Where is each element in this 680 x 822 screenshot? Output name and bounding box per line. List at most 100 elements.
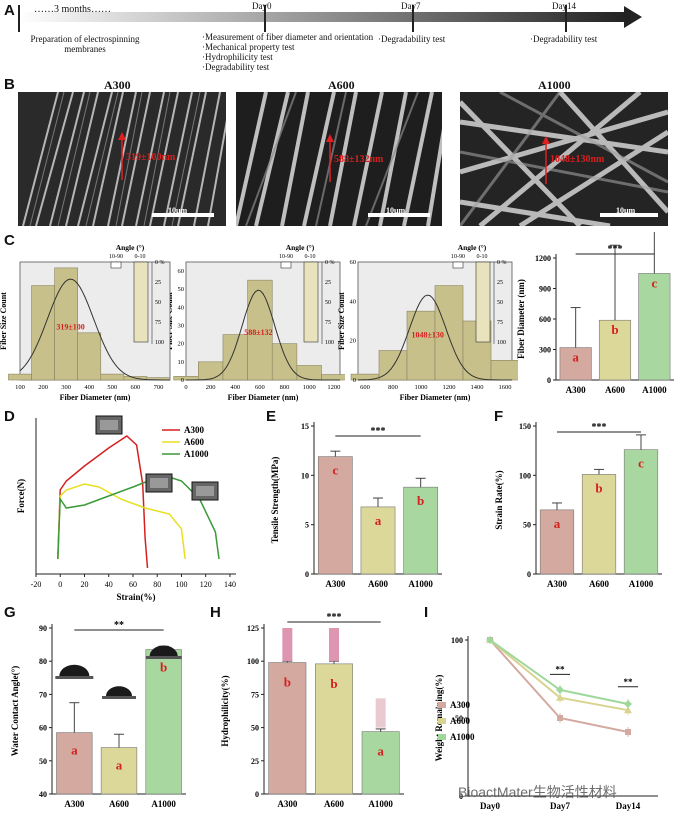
inset-bar-10-90 xyxy=(280,261,292,269)
chart-histogram-a1000: 600 800 1000 1200 1400 1600 0 20 40 60 Fiber Diame… xyxy=(338,243,518,402)
chart-tensile-strength: 0 5 10 15 A300 c A600 a A1000 b *** Tensile Strengt… xyxy=(270,422,442,589)
significance-letter: a xyxy=(116,758,123,773)
x-tick-label: Day0 xyxy=(480,801,500,811)
curve-a1000 xyxy=(57,474,220,560)
panel-letter-g: G xyxy=(4,604,16,621)
inset-scale-label: 25 xyxy=(497,280,503,286)
y-tick-label: 5 xyxy=(305,521,309,530)
y-tick-label: 100 xyxy=(451,636,463,645)
legend-label: A300 xyxy=(184,425,204,435)
x-tick-label: A600 xyxy=(109,799,129,809)
x-tick-label: A300 xyxy=(325,579,345,589)
histogram-bar xyxy=(406,310,436,381)
y-tick-label: 50 xyxy=(455,714,463,723)
legend-swatch xyxy=(438,702,446,708)
significance-stars: ** xyxy=(114,620,124,631)
significance-letter: b xyxy=(611,322,618,337)
significance-stars: ** xyxy=(556,664,566,674)
y-axis-label: Weight Remaining(%) xyxy=(434,675,444,762)
y-tick-label: 10 xyxy=(178,359,185,366)
y-tick-label: 100 xyxy=(519,471,531,480)
bar-a600 xyxy=(315,663,353,795)
bar-a300 xyxy=(56,732,93,795)
bar-a600 xyxy=(581,474,617,575)
x-axis-label: Fiber Diameter (nm) xyxy=(60,393,131,402)
histogram-bar xyxy=(271,343,298,381)
x-tick-label: A1000 xyxy=(629,579,654,589)
inset-scale-label: 100 xyxy=(325,340,334,346)
significance-stars: *** xyxy=(371,426,386,437)
sem-diameter-a600: 588±132nm xyxy=(334,154,384,165)
x-tick-label: 400 xyxy=(230,384,240,391)
droplet-substrate xyxy=(102,696,136,699)
y-tick-label: 20 xyxy=(350,338,357,345)
x-tick-label: 140 xyxy=(224,580,236,589)
y-tick-label: 0 xyxy=(353,377,356,384)
significance-letter: a xyxy=(377,744,384,759)
y-tick-label: 100 xyxy=(247,657,259,666)
inset-scale-label: 50 xyxy=(325,300,331,306)
x-tick-label: A300 xyxy=(277,799,297,809)
histogram-bar xyxy=(100,373,125,381)
inset-scale-label: 0 % xyxy=(497,260,507,266)
histogram-bar xyxy=(173,376,199,381)
curve-a300 xyxy=(57,435,149,569)
significance-stars: *** xyxy=(592,422,607,433)
panel-letter-f: F xyxy=(494,408,504,425)
sem-title-a600: A600 xyxy=(328,78,355,92)
inset-category-label: 10-90 xyxy=(451,254,465,260)
legend-label: A300 xyxy=(450,700,470,710)
bar-a1000 xyxy=(623,449,659,575)
mean-annotation: 319±100 xyxy=(56,323,84,332)
significance-letter: a xyxy=(71,743,78,758)
histogram-bar xyxy=(31,285,55,381)
timeline-day7-label: Day7 xyxy=(401,1,421,11)
gaussian-fit-curve xyxy=(358,294,512,381)
droplet-substrate xyxy=(55,676,94,679)
sem-title-a1000: A1000 xyxy=(538,78,571,92)
significance-letter: a xyxy=(375,513,382,528)
x-tick-label: 800 xyxy=(388,384,398,391)
x-tick-label: 200 xyxy=(38,384,48,391)
chart-water-contact-angle: 40 50 60 70 80 90 A300 a A600 a A1000 b ** Water Cont… xyxy=(10,620,186,809)
x-tick-label: 600 xyxy=(255,384,265,391)
y-axis-label: Hydrophilicity(%) xyxy=(220,675,230,746)
day0-item: ·Mechanical property test xyxy=(202,42,295,52)
fracture-thumbnail-detail xyxy=(150,478,168,488)
sem-fibers-a600 xyxy=(236,92,442,226)
day0-item: ·Measurement of fiber diameter and orien… xyxy=(202,32,374,42)
day0-item: ·Hydrophilicity test xyxy=(202,52,273,62)
chart-histogram-a300: 100 200 300 400 500 600 700 Fiber Diameter (nm)… xyxy=(0,243,171,402)
x-tick-label: 600 xyxy=(360,384,370,391)
inset-title: Angle (°) xyxy=(286,243,315,252)
sem-diameter-a300: 319±100nm xyxy=(126,152,176,163)
inset-title: Angle (°) xyxy=(116,243,145,252)
x-tick-label: 100 xyxy=(175,580,187,589)
y-tick-label: 10 xyxy=(301,471,309,480)
x-tick-label: 40 xyxy=(105,580,113,589)
y-tick-label: 15 xyxy=(301,422,309,431)
panel-letter-a: A xyxy=(4,2,15,19)
significance-letter: a xyxy=(572,350,579,365)
significance-letter: c xyxy=(638,456,644,471)
sem-scale-a600: 10μm xyxy=(386,206,406,215)
inset-category-label: 10-90 xyxy=(279,254,293,260)
legend-swatch xyxy=(438,734,446,740)
y-tick-label: 0 xyxy=(305,570,309,579)
y-axis-label: Fiber Size Count xyxy=(0,292,8,350)
droplet-substrate xyxy=(145,656,182,659)
x-tick-label: A300 xyxy=(566,385,586,395)
significance-letter: b xyxy=(160,660,167,675)
bar-a600 xyxy=(100,747,138,795)
x-axis-label: Strain(%) xyxy=(117,592,156,602)
x-tick-label: A1000 xyxy=(368,799,393,809)
timeline xyxy=(18,5,642,32)
inset-scale-label: 75 xyxy=(325,320,331,326)
day0-item: ·Degradability test xyxy=(202,62,270,72)
fracture-thumbnail-detail xyxy=(196,486,214,496)
inset-category-label: 10-90 xyxy=(109,254,123,260)
panel-letter-i: I xyxy=(424,604,429,621)
y-tick-label: 75 xyxy=(251,690,259,699)
water-droplet-icon xyxy=(149,645,178,656)
significance-letter: b xyxy=(284,675,291,690)
